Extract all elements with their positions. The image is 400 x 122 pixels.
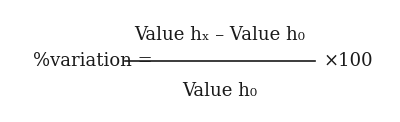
Text: %variation =: %variation = (33, 52, 158, 70)
Text: Value h₀: Value h₀ (182, 82, 258, 100)
Text: Value hₓ – Value h₀: Value hₓ – Value h₀ (134, 26, 305, 44)
Text: ×100: ×100 (323, 52, 373, 70)
